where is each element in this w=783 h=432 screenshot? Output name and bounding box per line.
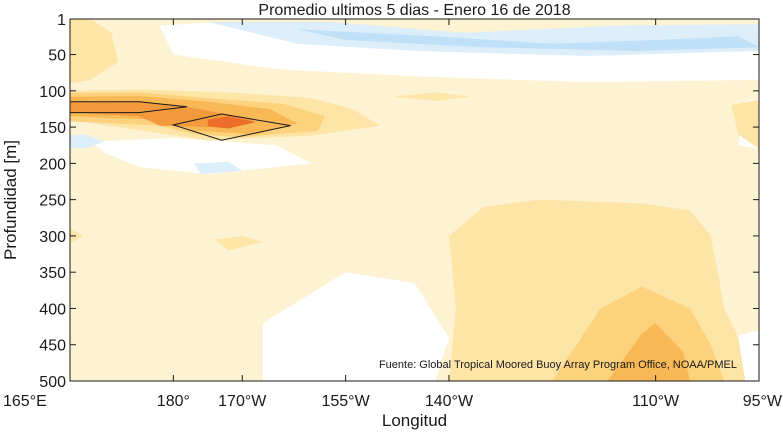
x-tick-label: 170°W [218, 393, 267, 410]
y-tick-label: 450 [39, 338, 66, 355]
contour-region-20 [607, 323, 691, 381]
contour-region-14 [70, 228, 84, 244]
y-tick-label: 500 [39, 374, 66, 391]
y-tick-label: 400 [39, 301, 66, 318]
x-tick-label: 95°W [743, 393, 783, 410]
x-tick-label: 155°W [321, 393, 370, 410]
contour-line-0 [70, 101, 188, 114]
y-tick-label: 250 [39, 193, 66, 210]
y-tick-label: 50 [48, 48, 66, 65]
y-tick-label: 1 [57, 12, 66, 29]
plot-area [70, 19, 759, 381]
contour-region-7 [194, 161, 243, 175]
contour-region-22 [207, 116, 256, 129]
contour-line-1 [171, 113, 291, 141]
contour-region-8 [262, 272, 449, 381]
y-tick-label: 350 [39, 265, 66, 282]
y-axis-label: Profundidad [m] [1, 140, 20, 260]
x-tick-label: 180° [157, 393, 190, 410]
contour-region-13 [731, 99, 759, 149]
y-tick-label: 100 [39, 84, 66, 101]
y-tick-label: 300 [39, 229, 66, 246]
x-axis-label: Longitud [382, 411, 447, 430]
contour-region-10 [70, 19, 119, 84]
source-note: Fuente: Global Tropical Moored Buoy Arra… [379, 359, 737, 371]
contour-lines [70, 101, 291, 141]
contour-region-5 [90, 138, 312, 175]
x-tick-label: 110°W [632, 393, 680, 410]
chart-title: Promedio ultimos 5 dias - Enero 16 de 20… [258, 2, 570, 19]
x-axis: 165°E 180° 170°W 155°W 140°W 110°W 95°W [3, 19, 783, 410]
x-tick-label: 165°E [3, 393, 47, 410]
contour-region-6 [70, 134, 105, 149]
contour-fills [70, 19, 759, 381]
contour-region-15 [214, 235, 263, 251]
y-tick-label: 150 [39, 120, 66, 137]
contour-region-3 [297, 29, 759, 51]
y-tick-label: 200 [39, 156, 66, 173]
contour-region-12 [393, 92, 470, 101]
x-tick-label: 140°W [425, 393, 474, 410]
